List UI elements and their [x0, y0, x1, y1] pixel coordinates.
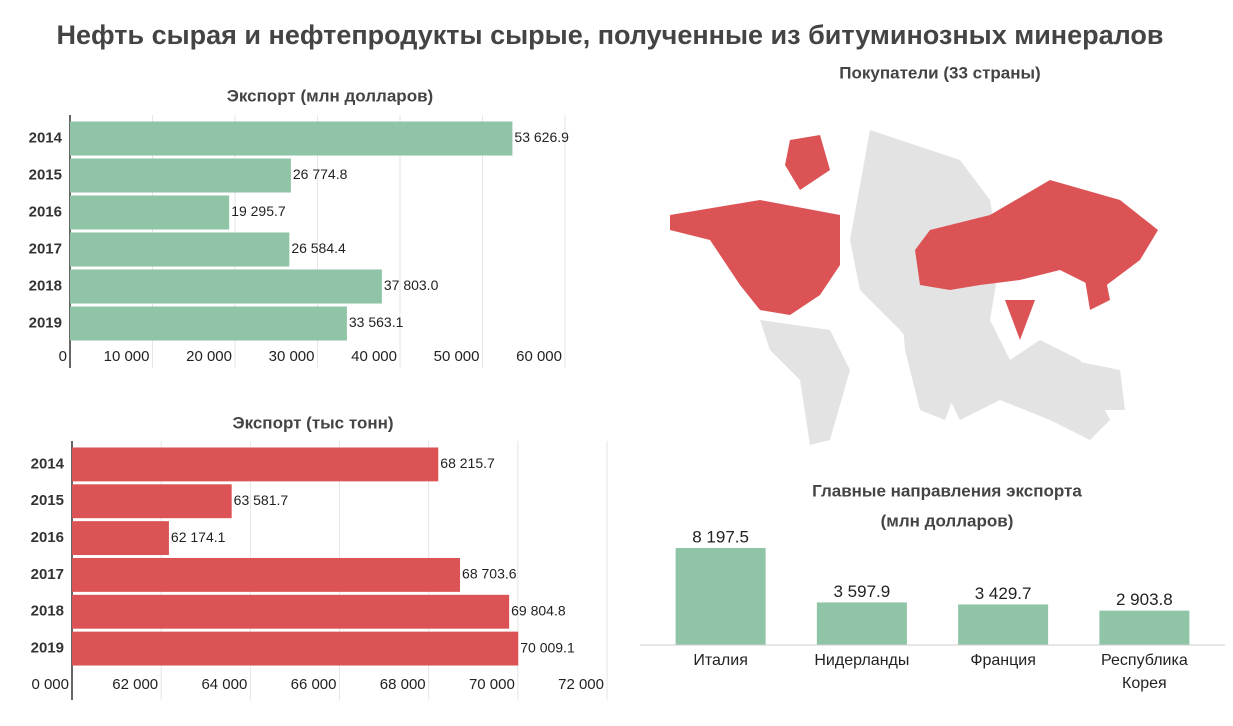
x-tick-label: Республика Корея	[1101, 652, 1188, 692]
y-tick-label: 2014	[31, 455, 65, 472]
value-label: 19 295.7	[231, 203, 286, 219]
y-tick-label: 2016	[29, 203, 62, 220]
x-tick-label: 0	[59, 348, 67, 365]
y-tick-label: 2019	[29, 314, 62, 331]
bar	[72, 447, 439, 482]
value-label: 68 215.7	[440, 455, 495, 471]
x-tick-label: 70 000	[469, 676, 515, 693]
bar	[675, 548, 766, 645]
bar	[70, 195, 230, 230]
x-tick-label: 0 000	[31, 676, 69, 693]
x-tick-label: 66 000	[291, 676, 337, 693]
y-tick-label: 2015	[31, 492, 64, 509]
x-tick-label: 64 000	[201, 676, 247, 693]
chart-title: Главные направления экспорта	[812, 481, 1082, 500]
bar	[70, 306, 347, 341]
value-label: 2 903.8	[1116, 590, 1173, 609]
y-tick-label: 2019	[31, 640, 64, 657]
value-label: 26 584.4	[291, 240, 346, 256]
value-label: 37 803.0	[384, 277, 439, 293]
value-label: 26 774.8	[293, 166, 348, 182]
y-tick-label: 2017	[29, 240, 62, 257]
x-tick-label: Франция	[970, 652, 1036, 669]
value-label: 69 804.8	[511, 602, 566, 618]
x-tick-label: Италия	[693, 652, 748, 669]
x-tick-label: 60 000	[516, 348, 562, 365]
x-tick-label: 72 000	[558, 676, 604, 693]
value-label: 8 197.5	[692, 527, 749, 546]
y-tick-label: 2016	[31, 529, 64, 546]
x-tick-label: 20 000	[186, 348, 232, 365]
x-tick-label: 50 000	[434, 348, 480, 365]
value-label: 3 597.9	[834, 582, 891, 601]
x-tick-label: 30 000	[269, 348, 315, 365]
value-label: 53 626.9	[514, 129, 569, 145]
x-tick-label: 68 000	[380, 676, 426, 693]
bar	[958, 604, 1049, 645]
bar	[72, 521, 169, 556]
x-tick-label: 40 000	[351, 348, 397, 365]
y-tick-label: 2017	[31, 566, 64, 583]
bar	[70, 121, 513, 156]
value-label: 68 703.6	[462, 566, 517, 582]
page-title: Нефть сырая и нефтепродукты сырые, получ…	[56, 20, 1163, 50]
bar	[70, 232, 290, 267]
x-tick-label: 10 000	[104, 348, 150, 365]
x-tick-label: Нидерланды	[814, 652, 910, 669]
bar	[70, 158, 291, 193]
y-tick-label: 2015	[29, 166, 62, 183]
bar	[72, 484, 232, 519]
y-tick-label: 2018	[29, 277, 62, 294]
map-title: Покупатели (33 страны)	[839, 63, 1040, 82]
bar	[72, 594, 510, 629]
y-tick-label: 2018	[31, 603, 64, 620]
value-label: 62 174.1	[171, 529, 226, 545]
value-label: 33 563.1	[349, 314, 404, 330]
value-label: 63 581.7	[234, 492, 289, 508]
bar	[72, 631, 519, 666]
bar	[72, 557, 461, 592]
value-label: 70 009.1	[520, 639, 575, 655]
world-map	[670, 130, 1158, 445]
y-tick-label: 2014	[29, 129, 63, 146]
bar	[1099, 610, 1190, 645]
bar	[816, 602, 907, 645]
chart-title: Экспорт (млн долларов)	[227, 86, 433, 105]
value-label: 3 429.7	[975, 584, 1032, 603]
x-tick-label: 62 000	[112, 676, 158, 693]
chart-subtitle: (млн долларов)	[881, 511, 1014, 530]
chart-title: Экспорт (тыс тонн)	[232, 413, 393, 432]
bar	[70, 269, 382, 304]
